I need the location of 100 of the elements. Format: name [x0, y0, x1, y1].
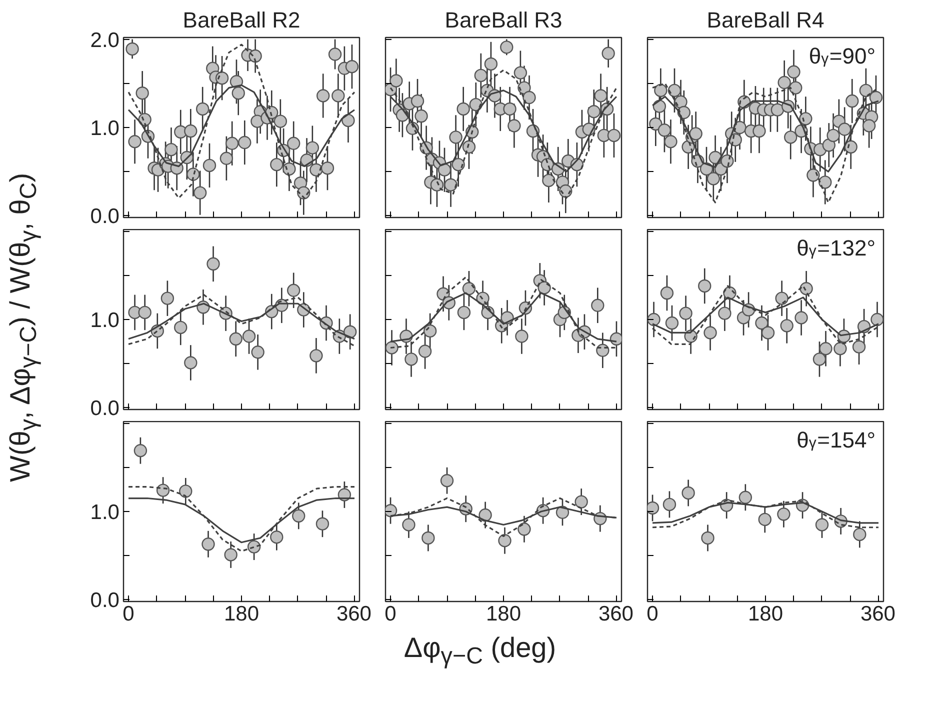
point	[514, 66, 528, 80]
point	[270, 530, 284, 544]
point	[179, 484, 192, 498]
point	[770, 103, 784, 116]
point	[826, 128, 840, 142]
point	[286, 284, 300, 297]
point	[229, 332, 242, 346]
point	[402, 518, 416, 532]
point	[478, 508, 492, 522]
y-tick-label: 1.0	[90, 117, 120, 140]
point	[202, 538, 215, 551]
point	[456, 102, 470, 116]
point	[184, 356, 198, 370]
point	[815, 518, 829, 532]
point	[320, 162, 334, 175]
point	[862, 119, 876, 132]
point	[270, 158, 284, 172]
point	[662, 498, 676, 512]
point	[457, 306, 471, 320]
annotation: θγ=132°	[796, 236, 876, 260]
point	[660, 286, 674, 300]
point	[306, 141, 320, 154]
point	[652, 100, 666, 113]
point	[701, 531, 714, 545]
point	[418, 344, 432, 358]
point	[332, 89, 345, 102]
point	[698, 279, 712, 293]
y-tick-label: 1.0	[90, 309, 120, 332]
point	[136, 86, 149, 100]
point	[665, 316, 679, 330]
point	[444, 178, 458, 192]
point	[292, 509, 306, 522]
point	[508, 119, 521, 132]
point	[316, 89, 330, 102]
point	[689, 127, 702, 140]
point	[679, 306, 692, 320]
point	[422, 531, 435, 545]
point	[128, 135, 142, 148]
point	[648, 501, 660, 515]
point	[806, 168, 820, 182]
point	[812, 352, 826, 366]
point	[138, 306, 152, 320]
annotation: θγ=90°	[808, 44, 876, 68]
point	[780, 319, 794, 332]
point	[594, 89, 608, 102]
point	[484, 57, 498, 71]
point	[846, 94, 859, 108]
point	[518, 522, 531, 536]
x-tick-label: 360	[860, 602, 896, 626]
x-tick-label: 0	[646, 602, 658, 626]
point	[515, 330, 528, 343]
point	[500, 40, 514, 54]
point	[184, 124, 198, 138]
point	[250, 114, 264, 128]
point	[859, 84, 873, 98]
point	[794, 311, 808, 324]
point	[789, 81, 802, 94]
point	[704, 326, 717, 340]
x-tick-label: 180	[224, 602, 260, 626]
point	[775, 292, 788, 305]
point	[449, 130, 462, 144]
point	[452, 158, 465, 172]
chart-title: BareBall R2	[182, 8, 300, 32]
point	[345, 60, 359, 74]
point	[682, 486, 695, 500]
point	[591, 298, 604, 312]
point	[310, 349, 323, 362]
point	[414, 109, 428, 123]
point	[251, 346, 264, 359]
point	[386, 341, 398, 354]
point	[658, 124, 672, 137]
chart-title: BareBall R4	[706, 8, 824, 32]
x-tick-label: 360	[336, 602, 372, 626]
point	[522, 90, 536, 104]
x-tick-label: 0	[122, 602, 134, 626]
point	[224, 548, 238, 562]
line-series	[128, 44, 356, 199]
point	[503, 102, 516, 116]
point	[648, 312, 660, 326]
point	[410, 94, 424, 108]
point	[206, 257, 220, 270]
annotation: θγ=154°	[796, 428, 876, 452]
point	[316, 517, 330, 530]
point	[758, 512, 772, 526]
point	[761, 326, 775, 340]
point	[718, 306, 732, 320]
point	[778, 76, 791, 90]
x-tick-label: 180	[748, 602, 784, 626]
point	[602, 46, 615, 60]
point	[440, 474, 454, 488]
point	[462, 140, 476, 154]
point	[274, 114, 288, 128]
point	[238, 136, 252, 150]
point	[202, 158, 216, 172]
x-tick-label: 180	[486, 602, 522, 626]
x-axis-title: Δφ$_{γ−C}$ (deg)	[402, 631, 558, 671]
point	[738, 490, 752, 504]
point	[852, 340, 866, 354]
point	[390, 74, 403, 88]
y-tick-label: 1.0	[90, 501, 120, 524]
